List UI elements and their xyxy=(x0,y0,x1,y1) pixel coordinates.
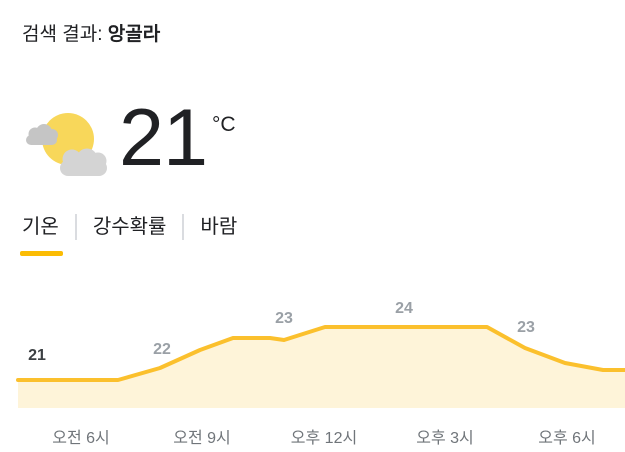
temperature-line xyxy=(16,325,625,382)
tab-precipitation-label: 강수확률 xyxy=(92,216,167,238)
tab-wind-label: 바람 xyxy=(200,216,238,238)
x-axis-label: 오전 9시 xyxy=(173,430,231,447)
location-name: 앙골라 xyxy=(107,24,161,45)
hourly-temperature-chart: 21 22 23 24 23 오전 6시 오전 9시 오후 12시 오후 3시 오후 6시 xyxy=(0,300,625,452)
tab-divider xyxy=(74,214,77,240)
chart-value-label: 21 xyxy=(28,347,46,364)
x-axis-label: 오후 12시 xyxy=(290,430,358,447)
tab-temperature[interactable]: 기온 xyxy=(22,213,59,241)
active-tab-underline xyxy=(20,251,63,256)
front-cloud-icon xyxy=(60,148,107,176)
chart-value-label: 23 xyxy=(275,310,293,327)
search-result-header: 검색 결과: 앙골라 xyxy=(22,23,160,47)
tab-precipitation[interactable]: 강수확률 xyxy=(93,213,167,241)
tab-wind[interactable]: 바람 xyxy=(200,213,237,241)
x-axis-label: 오후 6시 xyxy=(538,430,596,447)
back-cloud-icon xyxy=(26,124,58,145)
temperature-area-chart xyxy=(16,325,625,408)
chart-value-label: 24 xyxy=(395,300,413,317)
chart-value-label: 23 xyxy=(517,319,535,336)
tab-divider xyxy=(182,214,185,240)
current-temperature: 21 xyxy=(119,93,208,183)
x-axis-label: 오후 3시 xyxy=(416,430,474,447)
temperature-unit: °C xyxy=(212,113,236,136)
weather-tabs: 기온 강수확률 바람 xyxy=(22,213,237,241)
x-axis-label: 오전 6시 xyxy=(52,430,110,447)
search-result-label: 검색 결과: xyxy=(22,24,103,45)
tab-temperature-label: 기온 xyxy=(22,216,59,238)
chart-area-fill xyxy=(18,327,625,408)
chart-value-label: 22 xyxy=(153,341,171,358)
partly-cloudy-icon xyxy=(26,113,107,176)
